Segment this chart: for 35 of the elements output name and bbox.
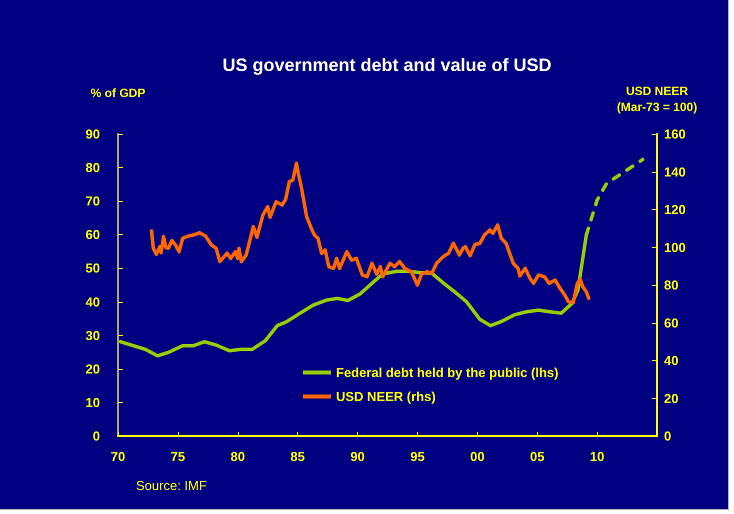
x-tick-label: 90 <box>350 449 365 464</box>
y-tick-label: 40 <box>86 294 100 310</box>
x-tick-label: 80 <box>230 449 246 464</box>
y2-tick-label: 100 <box>664 240 686 255</box>
y2-tick-label: 0 <box>664 428 672 444</box>
legend-label: USD NEER (rhs) <box>336 389 436 404</box>
x-tick-label: 70 <box>110 449 126 464</box>
y-tick-label: 30 <box>86 328 100 343</box>
y2-tick-label: 120 <box>664 202 686 217</box>
y-tick-label: 60 <box>86 227 100 242</box>
y2-tick-label: 80 <box>664 278 678 292</box>
y-axis-title: % of GDP <box>90 86 146 100</box>
x-tick-label: 10 <box>590 449 604 464</box>
x-tick-label: 75 <box>170 449 186 464</box>
x-tick-label: 00 <box>470 449 485 464</box>
y-tick-label: 20 <box>86 361 100 376</box>
y-tick-label: 90 <box>86 126 100 142</box>
x-tick-label: 95 <box>410 449 425 464</box>
y-tick-label: 10 <box>86 394 100 410</box>
x-tick-label: 05 <box>530 449 544 464</box>
y-tick-label: 50 <box>86 260 100 276</box>
chart-title: US government debt and value of USD <box>222 55 552 75</box>
y2-axis-title: USD NEER (Mar-73 = 100) <box>616 84 698 114</box>
source-note: Source: IMF <box>136 478 207 493</box>
legend-label: Federal debt held by the public (lhs) <box>336 365 558 380</box>
y2-tick-label: 20 <box>664 390 678 406</box>
y-tick-label: 0 <box>92 428 100 444</box>
line-series <box>150 162 590 304</box>
y2-tick-label: 140 <box>664 164 686 180</box>
y-tick-label: 80 <box>86 160 100 176</box>
y-tick-label: 70 <box>86 194 100 209</box>
y2-tick-label: 160 <box>664 126 686 142</box>
y2-tick-label: 40 <box>664 353 678 368</box>
x-tick-label: 85 <box>290 449 305 464</box>
y2-tick-label: 60 <box>664 315 678 330</box>
